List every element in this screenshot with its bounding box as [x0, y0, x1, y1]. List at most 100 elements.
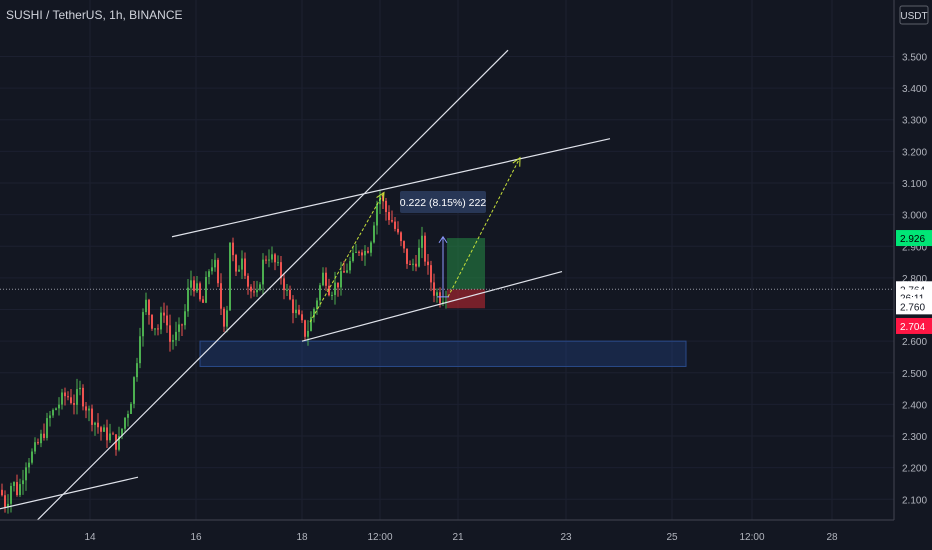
candle-body: [232, 242, 234, 256]
long-position-target-zone[interactable]: [447, 238, 485, 290]
candle-body: [112, 433, 114, 435]
candle-body: [286, 289, 288, 291]
time-tick-label: 25: [666, 532, 678, 543]
candle-body: [367, 251, 369, 253]
price-tick-label: 3.300: [902, 116, 927, 127]
candle-body: [52, 409, 54, 416]
candle-body: [28, 462, 30, 468]
candle-body: [16, 482, 18, 496]
candle-body: [163, 312, 165, 316]
candle-body: [217, 259, 219, 284]
projection-arrow[interactable]: [447, 157, 521, 298]
candle-body: [430, 265, 432, 283]
candle-body: [157, 328, 159, 330]
candle-body: [139, 336, 141, 364]
candle-body: [319, 285, 321, 301]
candle-body: [184, 311, 186, 326]
candle-body: [265, 259, 267, 261]
candle-body: [88, 408, 90, 411]
time-tick-label: 14: [84, 532, 96, 543]
candle-body: [82, 387, 84, 407]
candle-body: [427, 261, 429, 266]
candle-body: [190, 280, 192, 288]
candle-body: [409, 263, 411, 265]
price-marker-label: 2.926: [900, 234, 925, 245]
candle-body: [253, 291, 255, 293]
trendline[interactable]: [35, 49, 509, 522]
candle-body: [361, 252, 363, 256]
support-zone[interactable]: [199, 340, 687, 367]
trendline[interactable]: [171, 138, 611, 238]
candle-body: [124, 417, 126, 429]
candle-body: [433, 282, 435, 296]
candle-body: [160, 312, 162, 330]
trendline[interactable]: [0, 476, 139, 510]
candle-body: [277, 262, 279, 264]
candle-body: [340, 271, 342, 288]
currency-box[interactable]: [899, 5, 929, 25]
candle-body: [103, 427, 105, 432]
candle-body: [289, 289, 291, 300]
candle-body: [376, 204, 378, 226]
candle-body: [346, 270, 348, 273]
candle-body: [373, 225, 375, 243]
candle-body: [241, 258, 243, 270]
candle-body: [151, 314, 153, 329]
candle-body: [412, 263, 414, 265]
candle-body: [199, 283, 201, 300]
candle-body: [283, 278, 285, 291]
trendline[interactable]: [301, 270, 563, 342]
candle-body: [34, 442, 36, 452]
price-tick-label: 2.500: [902, 369, 927, 380]
candle-body: [181, 324, 183, 326]
candle-body: [133, 377, 135, 404]
candle-body: [238, 269, 240, 272]
candle-body: [259, 284, 261, 290]
candle-body: [175, 331, 177, 341]
candle-body: [145, 299, 147, 313]
long-position-stop-zone[interactable]: [447, 289, 485, 309]
candle-body: [79, 387, 81, 390]
time-axis-panel: [0, 520, 932, 550]
candle-body: [280, 262, 282, 279]
candle-body: [70, 397, 72, 404]
candle-body: [208, 271, 210, 277]
measure-arrow-head: [438, 235, 448, 244]
price-tick-label: 3.500: [902, 52, 927, 63]
candle-body: [25, 467, 27, 481]
candle-body: [397, 228, 399, 233]
arrow-head: [512, 156, 521, 167]
time-tick-label: 23: [560, 532, 572, 543]
price-marker-label: 2.760: [900, 302, 925, 313]
price-tick-label: 2.300: [902, 432, 927, 443]
candle-body: [325, 272, 327, 286]
candle-body: [100, 427, 102, 432]
candle-body: [334, 282, 336, 295]
candle-body: [394, 221, 396, 229]
candle-body: [49, 415, 51, 419]
candle-body: [91, 408, 93, 425]
price-tick-label: 2.900: [902, 242, 927, 253]
candle-body: [271, 254, 273, 260]
candle-body: [388, 212, 390, 221]
candle-body: [226, 310, 228, 327]
price-tick-label: 3.100: [902, 179, 927, 190]
time-tick-label: 28: [826, 532, 838, 543]
candle-body: [10, 485, 12, 504]
candle-body: [439, 292, 441, 304]
candle-body: [298, 309, 300, 315]
candle-body: [19, 484, 21, 496]
candle-body: [85, 406, 87, 411]
candle-body: [1, 489, 3, 496]
candle-body: [214, 259, 216, 268]
time-tick-label: 21: [452, 532, 464, 543]
candle-body: [142, 312, 144, 337]
candle-body: [310, 317, 312, 331]
price-tick-label: 2.600: [902, 337, 927, 348]
candle-body: [352, 252, 354, 262]
time-tick-label: 18: [296, 532, 308, 543]
candle-body: [421, 235, 423, 248]
candle-body: [205, 276, 207, 303]
candle-body: [166, 315, 168, 326]
